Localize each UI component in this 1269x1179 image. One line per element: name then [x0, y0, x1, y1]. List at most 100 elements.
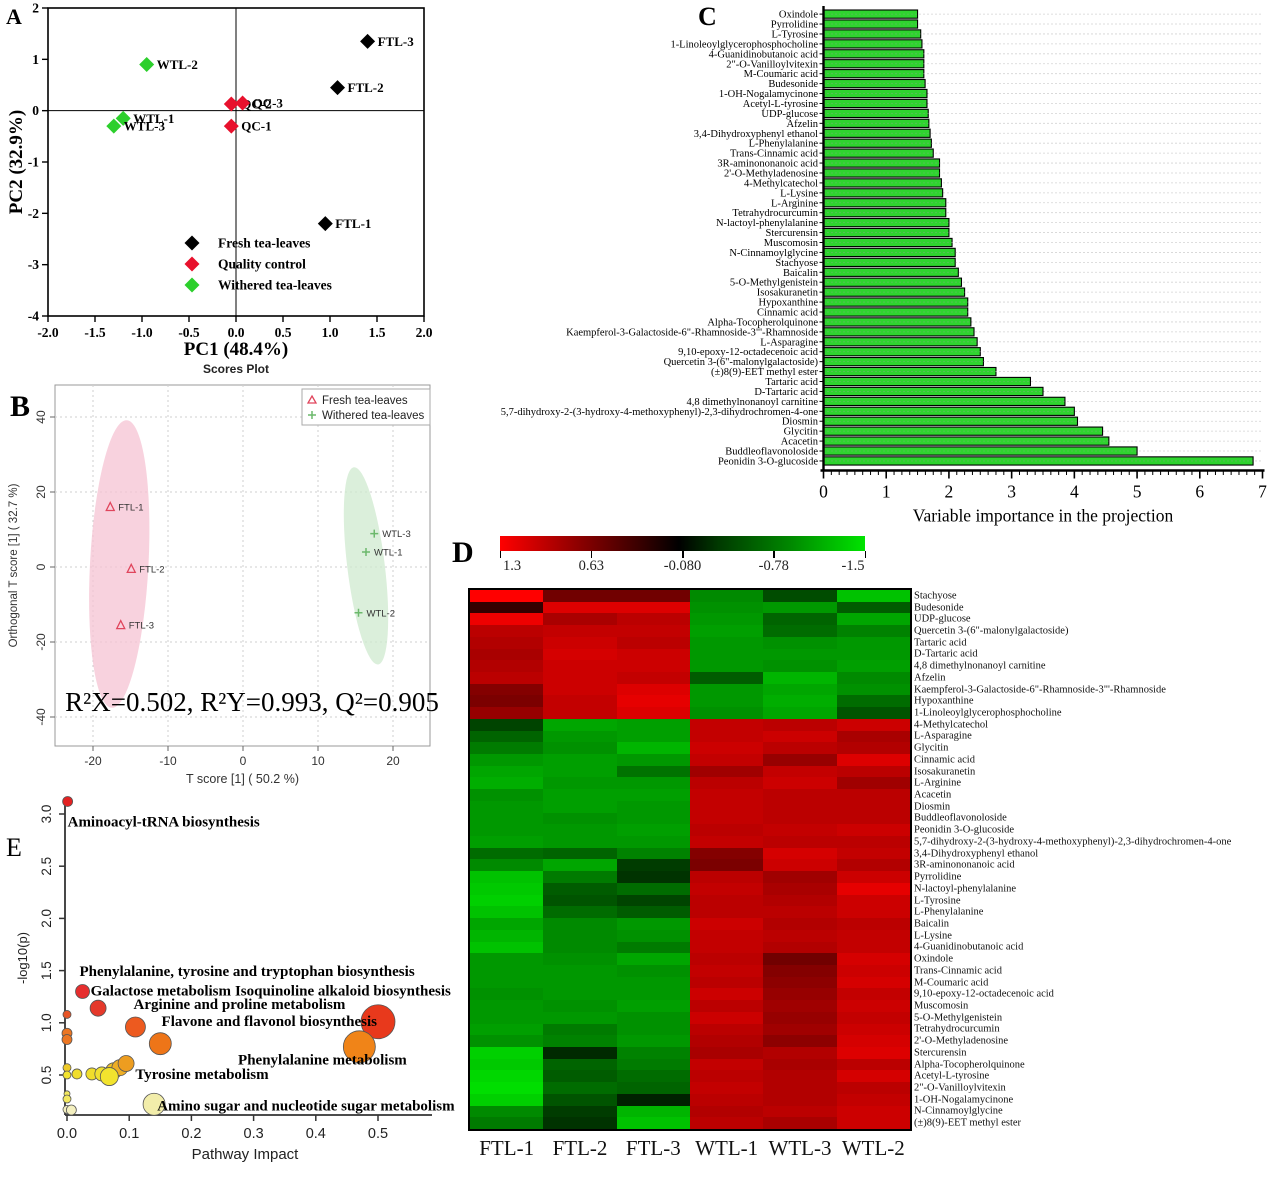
heatmap-cell [616, 636, 690, 649]
heatmap-cell [470, 894, 544, 907]
heatmap-cell [543, 1105, 617, 1118]
heatmap-cell [690, 648, 764, 661]
vip-bar-label: N-lactoyl-phenylalanine [716, 218, 818, 229]
heatmap-cell [543, 1058, 617, 1071]
heatmap-row-label: Pyrrolidine [914, 871, 962, 883]
heatmap-cell [470, 836, 544, 848]
heatmap-cell [470, 671, 544, 684]
heatmap-cell [763, 660, 837, 672]
oplsda-scores-plot: -20 -10 0 10 20 -40 -20 0 20 40 FTL-1 FTL-2 FTL-3 WTL… [8, 384, 439, 786]
heatmap-row-label: Budesonide [914, 602, 964, 614]
x-tick-label: -20 [84, 754, 102, 768]
sample-marker [330, 80, 346, 96]
x-tick-label: -10 [159, 754, 177, 768]
pathway-label: Tyrosine metabolism [135, 1067, 269, 1083]
sample-label: QC-2 [241, 96, 271, 111]
pathway-label: Galactose metabolism [91, 984, 232, 1000]
legend-marker [184, 256, 200, 272]
colorbar-tick-label: -1.5 [841, 558, 865, 574]
heatmap-cell [616, 847, 690, 860]
pathway-bubble [360, 1004, 396, 1040]
heatmap-cell [690, 847, 764, 860]
heatmap-cell [543, 625, 617, 637]
heatmap-cell [470, 882, 544, 895]
heatmap-cell [616, 1023, 690, 1036]
vip-bar-label: Acacetin [781, 437, 819, 448]
heatmap-row-label: Baicalin [914, 918, 949, 930]
vip-bar [822, 227, 950, 238]
heatmap-cell [763, 1070, 837, 1083]
heatmap-row-label: Afzelin [914, 672, 946, 684]
colorbar-tick [499, 551, 501, 558]
x-tick-label: 20 [386, 754, 400, 768]
heatmap-cell [836, 964, 910, 977]
y-tick-label: 2.0 [39, 909, 54, 928]
heatmap-cell [616, 1011, 690, 1024]
heatmap-cell [616, 941, 690, 954]
heatmap-cell [616, 918, 690, 930]
x-tick-label: -1.0 [131, 325, 153, 340]
heatmap-cell [690, 590, 764, 602]
model-statistics: R²X=0.502, R²Y=0.993, Q²=0.905 [65, 687, 439, 717]
confidence-ellipse [343, 467, 389, 665]
pathway-bubble [125, 1016, 146, 1038]
heatmap-cell [836, 1058, 910, 1071]
heatmap-cell [690, 836, 764, 848]
heatmap-cell [763, 1117, 837, 1129]
heatmap-row-label: 3,4-Dihydroxyphenyl ethanol [914, 848, 1039, 860]
heatmap-row-label: 4,8 dimethylnonanoyl carnitine [914, 660, 1046, 672]
vip-bar [822, 416, 1079, 426]
heatmap-cell [543, 707, 617, 719]
heatmap-cell [690, 613, 764, 626]
heatmap-cell [763, 730, 837, 743]
pathway-label: Amino sugar and nucleotide sugar metabol… [157, 1098, 455, 1114]
vip-bar-label: Alpha-Tocopherolquinone [707, 317, 818, 328]
legend-plus-marker [308, 411, 316, 419]
heatmap-row-label: M-Coumaric acid [914, 977, 989, 989]
heatmap-cell [543, 590, 617, 602]
heatmap-row-label: Isosakuranetin [914, 766, 976, 778]
sample-label: WTL-1 [133, 111, 174, 126]
heatmap-cell [836, 906, 910, 919]
heatmap-cell [763, 636, 837, 649]
legend-box [301, 388, 431, 426]
sample-label: FTL-1 [118, 503, 143, 514]
heatmap-cell [616, 695, 690, 708]
heatmap-cell [763, 812, 837, 825]
y-tick-label: 1.0 [39, 1013, 54, 1032]
y-axis-title: PC2 (32.9%) [6, 110, 27, 214]
x-tick-label: 5 [1133, 482, 1142, 502]
scores-plot-caption: Scores Plot [203, 362, 269, 376]
heatmap-cell [543, 1070, 617, 1083]
vip-bar [822, 198, 947, 208]
heatmap-row-label: Peonidin 3-O-glucoside [914, 824, 1015, 836]
heatmap-cell [763, 777, 837, 790]
pathway-bubble [75, 984, 90, 999]
sample-label: QC-1 [241, 119, 271, 134]
heatmap-cell [543, 918, 617, 930]
vip-bar-label: Glycitin [784, 427, 819, 438]
plus-marker [354, 608, 363, 617]
vip-bar [822, 168, 941, 178]
colorbar-tick-label: 1.3 [502, 558, 522, 574]
vip-bar-label: Quercetin 3-(6"-malonylgalactoside) [664, 357, 819, 368]
sample-label: FTL-3 [129, 621, 154, 632]
heatmap-cell [836, 918, 910, 930]
y-tick-label: 3.0 [39, 805, 54, 824]
heatmap-row-label: UDP-glucose [914, 613, 971, 625]
vip-bar [822, 426, 1104, 436]
sample-label: QC-3 [253, 95, 284, 110]
vip-bar [822, 59, 925, 69]
heatmap-cell [690, 882, 764, 895]
heatmap-cell [763, 1000, 837, 1012]
heatmap-cell [616, 871, 690, 883]
y-tick-label: 1.5 [39, 961, 54, 980]
y-tick-label: -4 [28, 309, 39, 324]
heatmap-cell [616, 1070, 690, 1083]
heatmap-cell [470, 601, 544, 614]
x-tick-label: 1 [882, 482, 891, 502]
heatmap-row-label: 1-Linoleoylglycerophosphocholine [914, 707, 1062, 719]
sample-marker [139, 56, 155, 72]
heatmap-cell [470, 929, 544, 942]
sample-marker [223, 118, 239, 134]
